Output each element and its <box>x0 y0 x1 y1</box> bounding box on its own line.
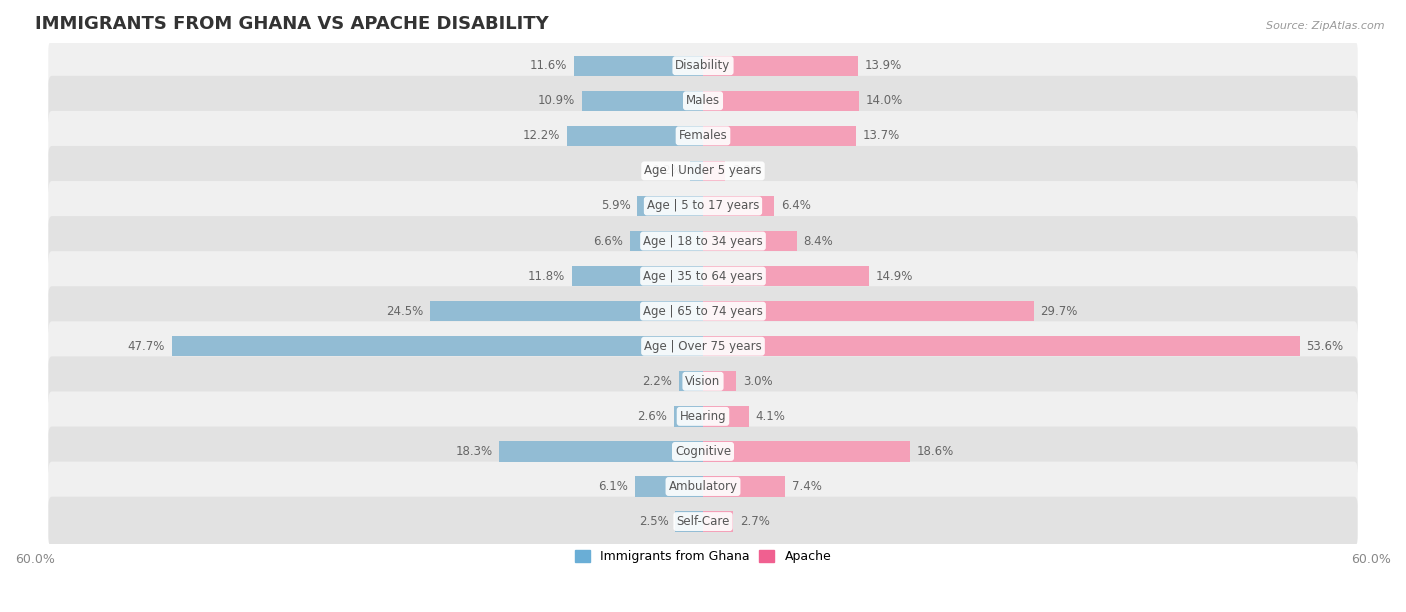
Bar <box>689 161 703 181</box>
Text: 3.0%: 3.0% <box>744 375 773 388</box>
FancyBboxPatch shape <box>48 461 1358 512</box>
Bar <box>703 161 725 181</box>
FancyBboxPatch shape <box>48 321 1358 371</box>
Bar <box>703 441 910 461</box>
Bar <box>630 231 703 251</box>
Text: Age | 65 to 74 years: Age | 65 to 74 years <box>643 305 763 318</box>
Text: 5.9%: 5.9% <box>600 200 631 212</box>
Text: Vision: Vision <box>685 375 721 388</box>
Text: 18.3%: 18.3% <box>456 445 492 458</box>
Bar <box>703 512 733 532</box>
Text: 11.6%: 11.6% <box>530 59 567 72</box>
Text: 2.0%: 2.0% <box>733 165 762 177</box>
FancyBboxPatch shape <box>48 286 1358 336</box>
Text: Age | 18 to 34 years: Age | 18 to 34 years <box>643 234 763 247</box>
FancyBboxPatch shape <box>48 251 1358 301</box>
Bar <box>572 266 703 286</box>
Text: 10.9%: 10.9% <box>537 94 575 107</box>
Bar <box>703 371 737 392</box>
Bar <box>574 56 703 76</box>
Text: 2.2%: 2.2% <box>643 375 672 388</box>
Text: 8.4%: 8.4% <box>803 234 832 247</box>
FancyBboxPatch shape <box>48 216 1358 266</box>
Text: Hearing: Hearing <box>679 410 727 423</box>
Bar <box>703 476 786 497</box>
Text: 2.7%: 2.7% <box>740 515 769 528</box>
Bar <box>172 336 703 356</box>
FancyBboxPatch shape <box>48 181 1358 231</box>
Bar <box>703 196 775 216</box>
Bar <box>430 301 703 321</box>
Text: 11.8%: 11.8% <box>527 270 565 283</box>
Text: 6.6%: 6.6% <box>593 234 623 247</box>
Text: Males: Males <box>686 94 720 107</box>
FancyBboxPatch shape <box>48 497 1358 547</box>
Text: Age | 35 to 64 years: Age | 35 to 64 years <box>643 270 763 283</box>
Text: 14.9%: 14.9% <box>876 270 912 283</box>
FancyBboxPatch shape <box>48 76 1358 125</box>
FancyBboxPatch shape <box>48 146 1358 196</box>
Text: 24.5%: 24.5% <box>387 305 423 318</box>
Bar <box>567 125 703 146</box>
Bar <box>675 512 703 532</box>
Bar <box>582 91 703 111</box>
Text: 4.1%: 4.1% <box>755 410 785 423</box>
Text: 2.5%: 2.5% <box>638 515 668 528</box>
Text: Source: ZipAtlas.com: Source: ZipAtlas.com <box>1267 21 1385 31</box>
Bar <box>636 476 703 497</box>
Bar <box>703 301 1033 321</box>
Bar <box>703 56 858 76</box>
Legend: Immigrants from Ghana, Apache: Immigrants from Ghana, Apache <box>569 545 837 568</box>
Text: 6.1%: 6.1% <box>599 480 628 493</box>
Text: Ambulatory: Ambulatory <box>668 480 738 493</box>
Bar <box>703 336 1299 356</box>
FancyBboxPatch shape <box>48 41 1358 91</box>
Bar <box>679 371 703 392</box>
Text: IMMIGRANTS FROM GHANA VS APACHE DISABILITY: IMMIGRANTS FROM GHANA VS APACHE DISABILI… <box>35 15 548 33</box>
Bar <box>703 406 748 427</box>
Text: 18.6%: 18.6% <box>917 445 955 458</box>
Text: 53.6%: 53.6% <box>1306 340 1344 353</box>
Bar <box>499 441 703 461</box>
Text: 7.4%: 7.4% <box>792 480 823 493</box>
FancyBboxPatch shape <box>48 356 1358 406</box>
Text: 14.0%: 14.0% <box>866 94 903 107</box>
Text: 13.9%: 13.9% <box>865 59 901 72</box>
Bar <box>703 91 859 111</box>
Text: 2.6%: 2.6% <box>637 410 668 423</box>
Text: 29.7%: 29.7% <box>1040 305 1078 318</box>
Bar <box>703 125 855 146</box>
FancyBboxPatch shape <box>48 111 1358 161</box>
Text: Age | 5 to 17 years: Age | 5 to 17 years <box>647 200 759 212</box>
Text: Age | Under 5 years: Age | Under 5 years <box>644 165 762 177</box>
FancyBboxPatch shape <box>48 392 1358 441</box>
Text: 13.7%: 13.7% <box>862 129 900 143</box>
Text: Age | Over 75 years: Age | Over 75 years <box>644 340 762 353</box>
Bar <box>673 406 703 427</box>
Bar <box>703 231 797 251</box>
Text: 1.2%: 1.2% <box>652 165 683 177</box>
Text: Self-Care: Self-Care <box>676 515 730 528</box>
Bar <box>637 196 703 216</box>
FancyBboxPatch shape <box>48 427 1358 476</box>
Text: Cognitive: Cognitive <box>675 445 731 458</box>
Text: 47.7%: 47.7% <box>128 340 166 353</box>
Text: 6.4%: 6.4% <box>780 200 811 212</box>
Text: Females: Females <box>679 129 727 143</box>
Bar <box>703 266 869 286</box>
Text: 12.2%: 12.2% <box>523 129 561 143</box>
Text: Disability: Disability <box>675 59 731 72</box>
